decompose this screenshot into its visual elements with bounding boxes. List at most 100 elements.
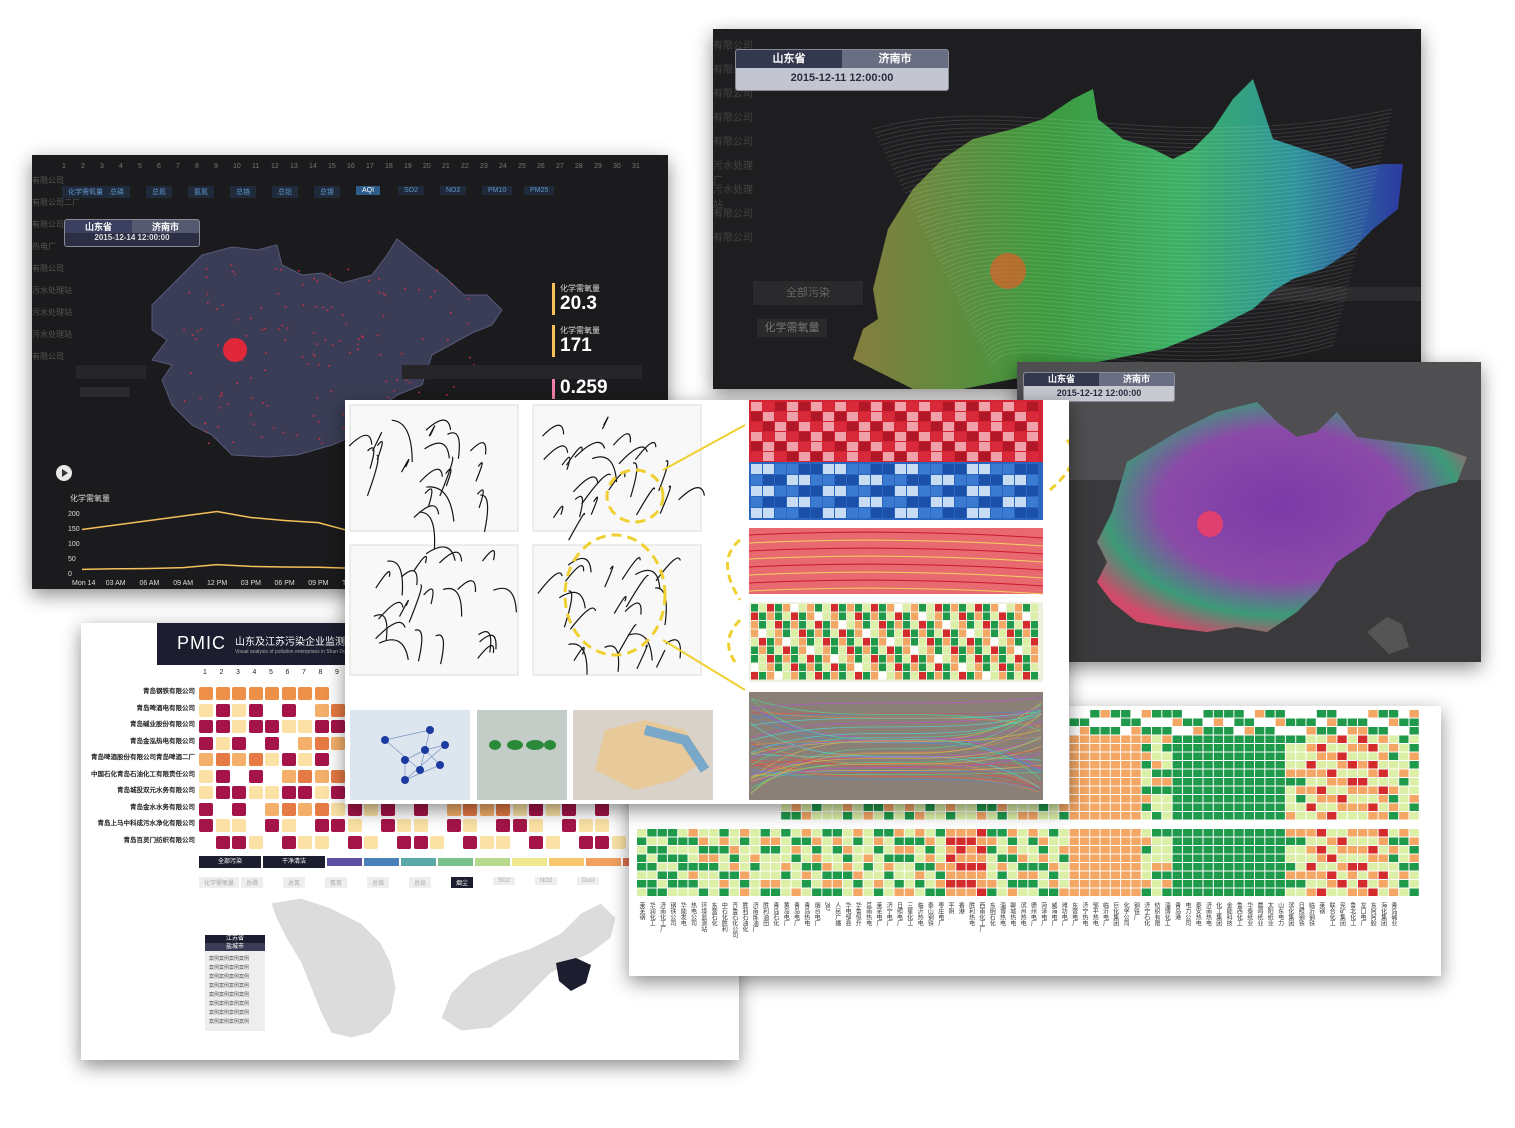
calendar-cell[interactable] xyxy=(199,835,213,849)
heat-cell[interactable] xyxy=(1296,829,1306,837)
heat-cell[interactable] xyxy=(1193,880,1203,888)
heat-cell[interactable] xyxy=(740,829,750,837)
heat-cell[interactable] xyxy=(1090,863,1100,871)
heat-cell[interactable] xyxy=(1255,829,1265,837)
heat-cell[interactable] xyxy=(1285,837,1296,846)
heat-cell[interactable] xyxy=(1079,710,1090,718)
heat-cell[interactable] xyxy=(873,829,884,837)
heat-cell[interactable] xyxy=(1255,752,1265,761)
heat-cell[interactable] xyxy=(1213,854,1224,863)
heat-cell[interactable] xyxy=(1368,744,1378,752)
calendar-cell[interactable] xyxy=(446,835,461,849)
heat-cell[interactable] xyxy=(1265,786,1275,795)
heat-cell[interactable] xyxy=(1306,710,1316,718)
heat-cell[interactable] xyxy=(1172,769,1182,778)
heat-cell[interactable] xyxy=(1110,795,1121,803)
heat-cell[interactable] xyxy=(647,880,657,888)
heat-cell[interactable] xyxy=(781,803,791,812)
heat-cell[interactable] xyxy=(925,888,935,897)
heat-cell[interactable] xyxy=(1131,769,1141,778)
heat-cell[interactable] xyxy=(853,829,863,837)
heat-cell[interactable] xyxy=(791,812,801,820)
calendar-cell[interactable] xyxy=(578,819,593,832)
heat-cell[interactable] xyxy=(987,803,997,812)
heat-cell[interactable] xyxy=(1007,863,1018,871)
heat-cell[interactable] xyxy=(1121,718,1131,727)
heat-cell[interactable] xyxy=(1079,812,1090,820)
heat-cell[interactable] xyxy=(863,863,873,871)
heat-cell[interactable] xyxy=(1224,778,1234,786)
heat-cell[interactable] xyxy=(1337,803,1347,812)
hour-item[interactable]: 21 xyxy=(442,163,450,170)
heat-cell[interactable] xyxy=(1069,744,1079,752)
heat-cell[interactable] xyxy=(1234,880,1244,888)
heat-cell[interactable] xyxy=(1244,735,1254,744)
heat-cell[interactable] xyxy=(873,837,884,846)
heat-cell[interactable] xyxy=(1275,710,1285,718)
heat-cell[interactable] xyxy=(1172,752,1182,761)
heat-cell[interactable] xyxy=(832,846,842,854)
heat-cell[interactable] xyxy=(709,871,719,880)
heat-cell[interactable] xyxy=(1059,854,1069,863)
heat-cell[interactable] xyxy=(1255,871,1265,880)
heat-cell[interactable] xyxy=(1327,718,1337,727)
heat-cell[interactable] xyxy=(1090,778,1100,786)
heat-cell[interactable] xyxy=(976,803,987,812)
heat-cell[interactable] xyxy=(1162,812,1172,820)
hour-item[interactable]: 5 xyxy=(138,163,142,170)
heat-cell[interactable] xyxy=(1255,778,1265,786)
heat-cell[interactable] xyxy=(894,871,904,880)
heat-cell[interactable] xyxy=(1131,854,1141,863)
heat-cell[interactable] xyxy=(1275,863,1285,871)
heat-cell[interactable] xyxy=(1090,871,1100,880)
heat-cell[interactable] xyxy=(698,846,709,854)
heat-cell[interactable] xyxy=(801,854,812,863)
heat-cell[interactable] xyxy=(1131,786,1141,795)
heat-cell[interactable] xyxy=(1275,829,1285,837)
heat-cell[interactable] xyxy=(1265,871,1275,880)
heat-cell[interactable] xyxy=(1193,786,1203,795)
heat-cell[interactable] xyxy=(946,803,956,812)
calendar-cell[interactable] xyxy=(248,786,263,799)
heat-cell[interactable] xyxy=(781,871,791,880)
heat-cell[interactable] xyxy=(1265,846,1275,854)
heat-cell[interactable] xyxy=(1316,888,1327,897)
calendar-cell[interactable] xyxy=(413,835,428,849)
heat-cell[interactable] xyxy=(873,880,884,888)
heat-cell[interactable] xyxy=(812,829,822,837)
heat-cell[interactable] xyxy=(1224,752,1234,761)
heat-cell[interactable] xyxy=(853,846,863,854)
heat-cell[interactable] xyxy=(884,803,894,812)
heat-cell[interactable] xyxy=(1182,803,1193,812)
calendar-cell[interactable] xyxy=(364,819,378,832)
heat-cell[interactable] xyxy=(1100,871,1110,880)
heat-cell[interactable] xyxy=(1224,786,1234,795)
heat-cell[interactable] xyxy=(667,871,678,880)
heat-cell[interactable] xyxy=(1378,888,1388,897)
heat-cell[interactable] xyxy=(1316,778,1327,786)
heat-cell[interactable] xyxy=(719,837,729,846)
heat-cell[interactable] xyxy=(729,837,739,846)
heat-cell[interactable] xyxy=(637,888,647,897)
heat-cell[interactable] xyxy=(678,846,688,854)
heat-cell[interactable] xyxy=(1306,837,1316,846)
heat-cell[interactable] xyxy=(1172,803,1182,812)
calendar-cell[interactable] xyxy=(248,687,263,700)
heat-cell[interactable] xyxy=(1399,871,1409,880)
heat-cell[interactable] xyxy=(1121,871,1131,880)
heat-cell[interactable] xyxy=(770,871,781,880)
calendar-cell[interactable] xyxy=(215,753,230,766)
heat-cell[interactable] xyxy=(1100,752,1110,761)
heat-cell[interactable] xyxy=(1049,812,1059,820)
company-name[interactable]: 青岛啤酒电有限公司 xyxy=(136,704,196,712)
heat-cell[interactable] xyxy=(1203,752,1213,761)
heat-cell[interactable] xyxy=(1275,854,1285,863)
heat-cell[interactable] xyxy=(997,863,1007,871)
heat-cell[interactable] xyxy=(1255,769,1265,778)
calendar-cell[interactable] xyxy=(281,786,296,799)
heat-cell[interactable] xyxy=(647,829,657,837)
hour-item[interactable]: 9 xyxy=(214,163,218,170)
heat-cell[interactable] xyxy=(1234,752,1244,761)
heat-cell[interactable] xyxy=(966,803,976,812)
heat-cell[interactable] xyxy=(1347,710,1357,718)
